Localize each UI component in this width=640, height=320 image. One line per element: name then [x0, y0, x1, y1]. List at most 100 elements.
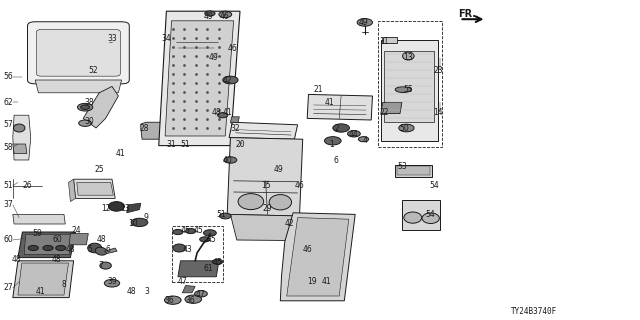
Circle shape — [212, 259, 223, 264]
Circle shape — [224, 157, 237, 163]
Text: 58: 58 — [3, 143, 13, 152]
Text: 5: 5 — [87, 245, 92, 254]
Text: 24: 24 — [72, 226, 82, 235]
Circle shape — [77, 103, 93, 111]
Text: 13: 13 — [120, 204, 130, 212]
Text: 46: 46 — [302, 245, 312, 254]
Polygon shape — [287, 218, 349, 296]
Text: 27: 27 — [3, 284, 13, 292]
Text: 20: 20 — [235, 140, 245, 148]
Text: 41: 41 — [321, 277, 332, 286]
Text: 46: 46 — [294, 181, 305, 190]
Text: 62: 62 — [3, 98, 13, 107]
Text: 48: 48 — [126, 287, 136, 296]
Text: 38: 38 — [84, 98, 95, 107]
Text: 37: 37 — [3, 200, 13, 209]
Text: 47: 47 — [177, 277, 188, 286]
Circle shape — [219, 11, 232, 18]
Text: 30: 30 — [84, 117, 95, 126]
Polygon shape — [307, 94, 372, 120]
Polygon shape — [104, 248, 117, 253]
Text: 49: 49 — [208, 53, 218, 62]
Circle shape — [164, 296, 181, 304]
Circle shape — [399, 124, 414, 132]
Text: 12: 12 — [101, 204, 110, 212]
Polygon shape — [13, 144, 27, 154]
Text: 48: 48 — [211, 108, 221, 116]
Text: 52: 52 — [88, 66, 98, 75]
Text: 51: 51 — [216, 210, 226, 219]
Text: 1: 1 — [329, 140, 334, 148]
Polygon shape — [74, 179, 115, 198]
Text: 60: 60 — [3, 236, 13, 244]
Polygon shape — [397, 166, 430, 175]
Ellipse shape — [422, 213, 440, 224]
Text: 47: 47 — [195, 290, 205, 299]
Text: 19: 19 — [307, 277, 317, 286]
Text: 48: 48 — [51, 255, 61, 264]
Text: 6: 6 — [105, 245, 110, 254]
Polygon shape — [230, 117, 239, 123]
Text: 49: 49 — [203, 12, 213, 20]
Circle shape — [358, 137, 369, 142]
Polygon shape — [127, 203, 141, 213]
Ellipse shape — [13, 124, 25, 132]
Circle shape — [79, 120, 92, 126]
Ellipse shape — [100, 262, 111, 269]
Circle shape — [131, 218, 148, 227]
Text: 39: 39 — [107, 277, 117, 286]
Circle shape — [333, 124, 349, 132]
Text: 45: 45 — [193, 226, 204, 235]
Text: 49: 49 — [273, 165, 284, 174]
Text: 28: 28 — [140, 124, 148, 132]
Text: TY24B3740F: TY24B3740F — [511, 308, 557, 316]
Circle shape — [204, 230, 216, 236]
Text: 45: 45 — [212, 258, 223, 267]
Text: 33: 33 — [107, 34, 117, 43]
Ellipse shape — [108, 202, 124, 211]
Polygon shape — [18, 263, 68, 295]
Text: 31: 31 — [166, 140, 177, 148]
Text: 13: 13 — [403, 53, 413, 62]
Polygon shape — [18, 232, 76, 258]
Text: 48: 48 — [11, 255, 21, 264]
Text: 14: 14 — [433, 108, 444, 116]
Text: 53: 53 — [397, 162, 407, 171]
Text: 54: 54 — [426, 210, 436, 219]
Text: 45: 45 — [206, 236, 216, 244]
Text: 42: 42 — [285, 220, 295, 228]
Polygon shape — [68, 179, 76, 202]
Polygon shape — [141, 122, 165, 139]
Text: 51: 51 — [3, 181, 13, 190]
Text: 36: 36 — [164, 296, 175, 305]
Text: 41: 41 — [222, 108, 232, 116]
Polygon shape — [69, 234, 88, 245]
Text: 40: 40 — [222, 156, 232, 164]
Polygon shape — [230, 214, 306, 241]
Polygon shape — [227, 138, 303, 216]
Text: 6: 6 — [333, 156, 339, 164]
Text: 11: 11 — [380, 37, 388, 46]
Text: 15: 15 — [260, 181, 271, 190]
Circle shape — [81, 105, 90, 109]
Polygon shape — [35, 80, 122, 93]
Text: 8: 8 — [61, 280, 67, 289]
Bar — [172, 226, 223, 282]
Text: 57: 57 — [3, 120, 13, 129]
Circle shape — [205, 11, 215, 16]
Polygon shape — [165, 21, 234, 136]
Polygon shape — [13, 214, 65, 224]
Text: 48: 48 — [96, 236, 106, 244]
Text: 43: 43 — [182, 245, 193, 254]
Circle shape — [324, 137, 341, 145]
Text: 59: 59 — [32, 229, 42, 238]
Text: 9: 9 — [143, 213, 148, 222]
Polygon shape — [381, 102, 402, 114]
Polygon shape — [83, 86, 118, 128]
Ellipse shape — [173, 244, 186, 252]
Text: 22: 22 — [380, 108, 388, 116]
Text: 46: 46 — [219, 12, 229, 20]
Text: 21: 21 — [314, 85, 323, 94]
Text: 41: 41 — [115, 149, 125, 158]
Text: 26: 26 — [22, 181, 32, 190]
